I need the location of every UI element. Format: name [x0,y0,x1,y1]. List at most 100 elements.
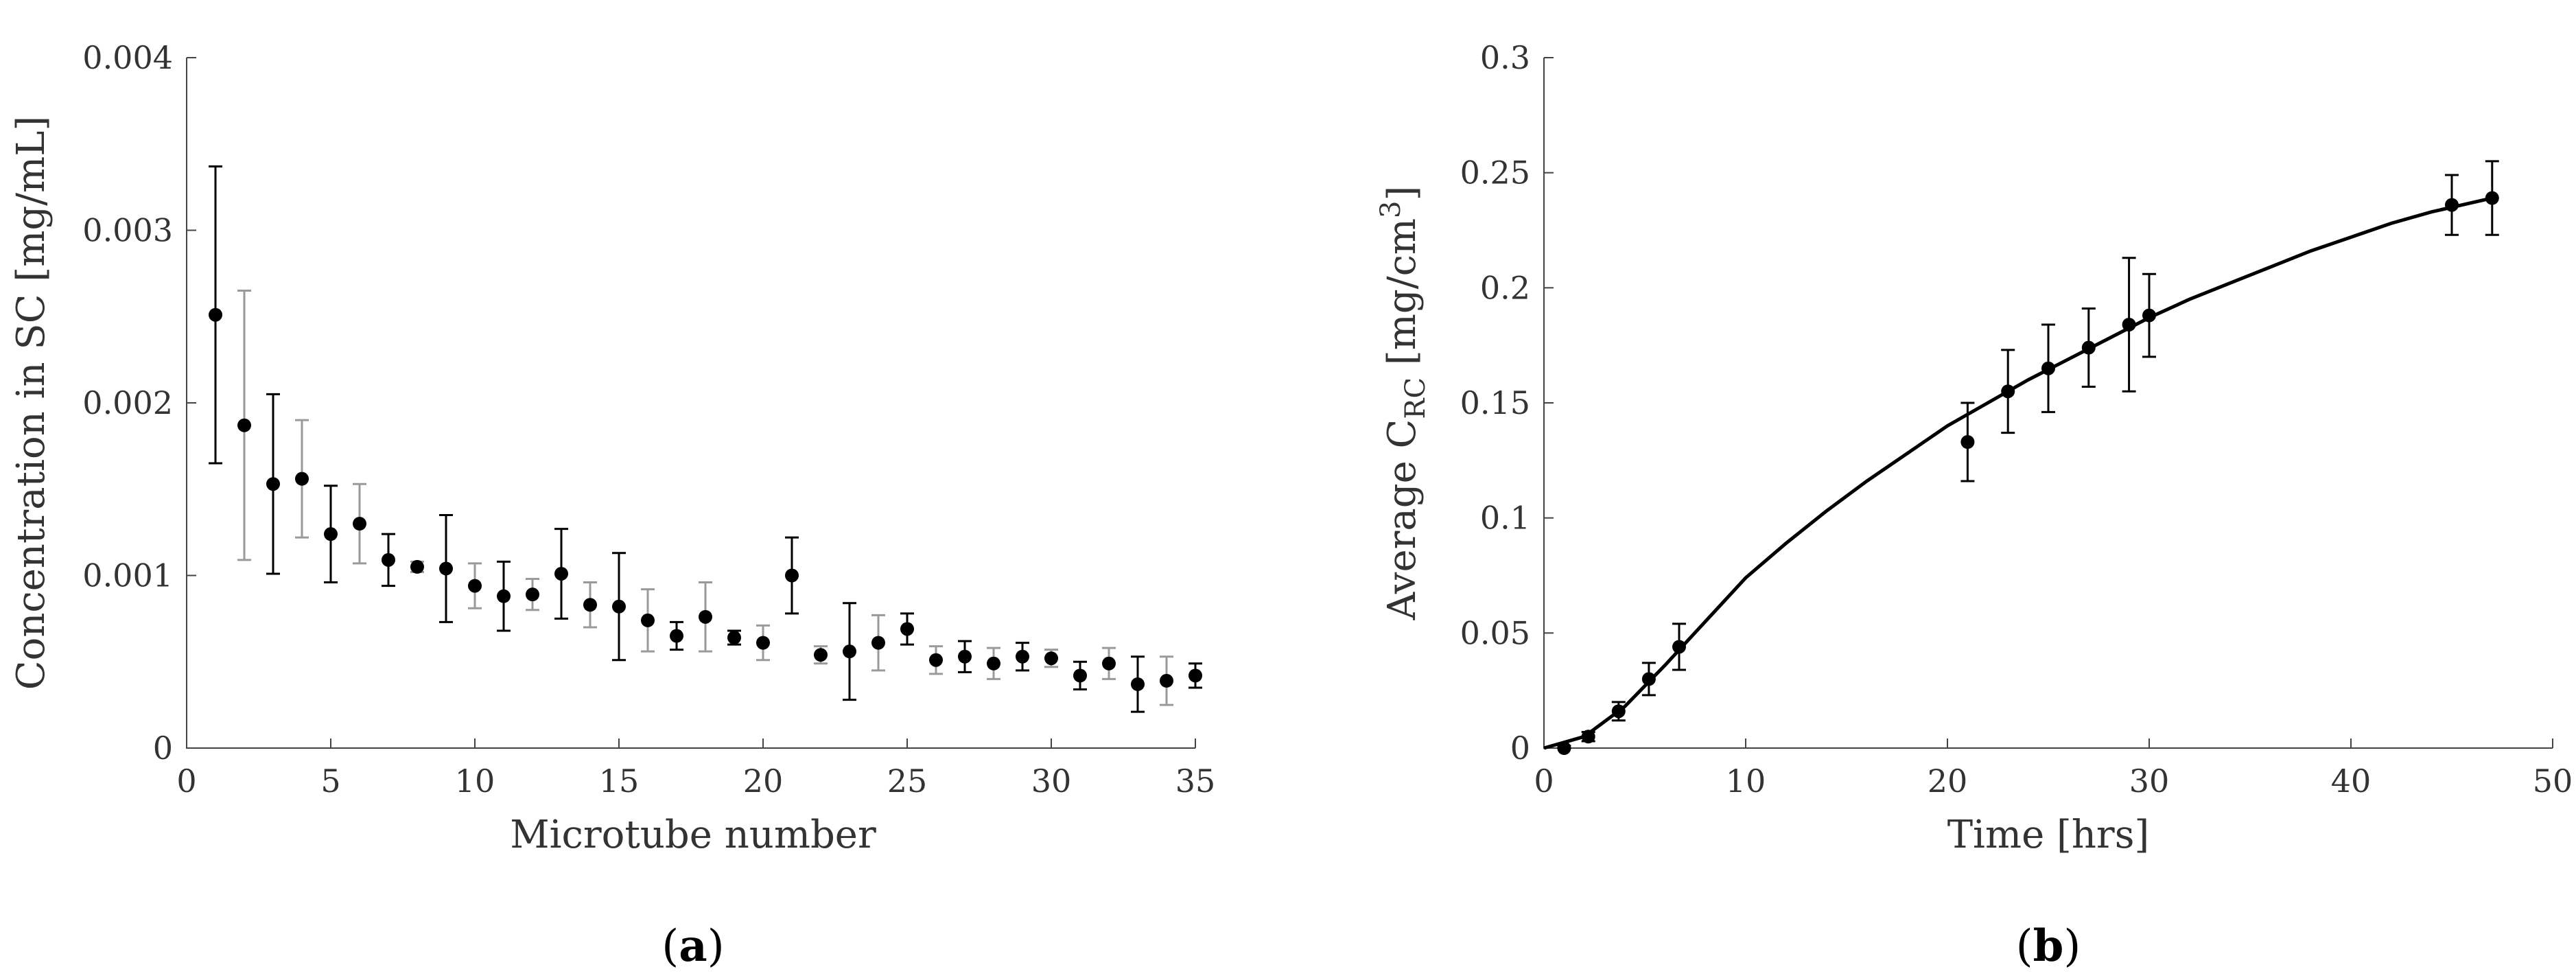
y-ticks-b: 0 0.05 0.1 0.15 0.2 0.25 0.3 [1460,39,1554,767]
data-point [410,559,424,574]
x-tick-label: 25 [887,762,928,800]
data-point [1581,730,1595,744]
x-tick-label: 20 [1928,762,1968,800]
y-tick-label: 0.05 [1460,614,1530,651]
y-tick-label: 0.004 [82,39,173,76]
data-point [468,579,482,593]
data-point [612,599,626,614]
data-point [266,477,280,491]
y-label-units-b: [mg/cm [1380,218,1425,377]
data-point [1672,640,1686,654]
y-tick-label: 0.3 [1480,39,1530,76]
data-point [958,649,972,664]
error-bars-b [1557,160,2499,749]
chart-panel-a: 0 0.001 0.002 0.003 0.004 0 5 10 15 20 25 30 35 Mic… [9,39,1215,972]
y-label-sup-b: 3 [1375,200,1407,218]
x-ticks-b: 0 10 20 30 40 50 [1534,738,2573,800]
y-axis-label-b: Average CRC [mg/cm3] [1375,186,1431,621]
data-point [237,418,251,432]
fit-curve-b [1543,196,2493,750]
data-point [843,644,856,659]
y-tick-label: 0.1 [1480,500,1530,537]
data-point [2142,308,2156,323]
x-tick-label: 35 [1175,762,1216,800]
x-tick-label: 0 [176,762,196,800]
data-point [987,656,1000,671]
error-bars-a [209,165,1202,713]
data-point [1016,649,1029,664]
y-axis-label-a: Concentration in SC [mg/mL] [9,116,54,690]
data-point [583,598,597,612]
y-tick-label: 0 [1510,730,1530,767]
x-tick-label: 30 [1031,762,1072,800]
data-point [439,561,453,576]
x-tick-label: 50 [2533,762,2573,800]
y-tick-label: 0.001 [82,557,173,594]
y-label-close-b: ] [1380,186,1425,201]
x-tick-label: 0 [1534,762,1554,800]
data-point [554,566,568,581]
x-tick-label: 20 [743,762,784,800]
data-point [497,589,511,603]
data-point [785,568,799,583]
x-tick-label: 30 [2129,762,2170,800]
data-point [526,587,539,602]
data-point [727,631,741,645]
y-axis-line-a [186,58,1195,749]
x-tick-label: 10 [455,762,495,800]
data-point [756,636,770,650]
data-point [900,622,914,636]
y-ticks-a: 0 0.001 0.002 0.003 0.004 [82,39,196,767]
x-axis-label-a: Microtube number [510,813,876,857]
data-point [1557,741,1571,755]
data-point [382,552,395,567]
data-point [871,636,885,650]
y-tick-label: 0.002 [82,384,173,421]
y-tick-label: 0.2 [1480,269,1530,306]
panel-letter-a: a [679,920,707,972]
data-point [2001,384,2015,399]
data-point [1073,668,1087,683]
data-point [1641,672,1656,686]
data-point [2445,198,2459,212]
data-point [295,471,309,486]
data-point [670,629,683,643]
y-tick-label: 0 [153,730,173,767]
y-tick-label: 0.003 [82,212,173,249]
data-points-a [209,307,1202,691]
x-tick-label: 5 [320,762,340,800]
data-point [929,653,943,667]
data-point [1044,651,1058,666]
data-point [1131,677,1145,691]
data-point [2122,317,2136,331]
data-point [209,307,222,322]
data-point [1102,656,1116,671]
data-point [699,609,712,624]
x-tick-label: 15 [599,762,640,800]
data-point [1611,704,1626,719]
data-point [1160,673,1173,688]
panel-letter-b: b [2033,920,2064,972]
y-tick-label: 0.25 [1460,154,1530,191]
x-tick-label: 40 [2331,762,2372,800]
x-axis-label-b: Time [hrs] [1947,813,2150,857]
data-point [324,527,338,542]
x-tick-label: 10 [1726,762,1766,800]
data-point [2081,340,2096,355]
data-point [1189,668,1202,683]
panel-label-b: (b) [2016,920,2081,972]
data-points-b [1557,191,2499,755]
y-label-main-b: Average C [1380,419,1425,621]
chart-panel-b: 0 0.05 0.1 0.15 0.2 0.25 0.3 0 10 20 30 40 50 Time … [1375,39,2573,972]
y-tick-label: 0.15 [1460,384,1530,421]
data-point [1960,435,1975,450]
data-point [641,613,655,627]
x-ticks-a: 0 5 10 15 20 25 30 35 [176,738,1215,800]
data-point [814,648,828,662]
panel-label-a: (a) [661,920,724,972]
y-label-sub-b: RC [1400,377,1431,419]
data-point [2041,361,2055,375]
data-point [353,517,366,531]
data-point [2485,191,2499,205]
